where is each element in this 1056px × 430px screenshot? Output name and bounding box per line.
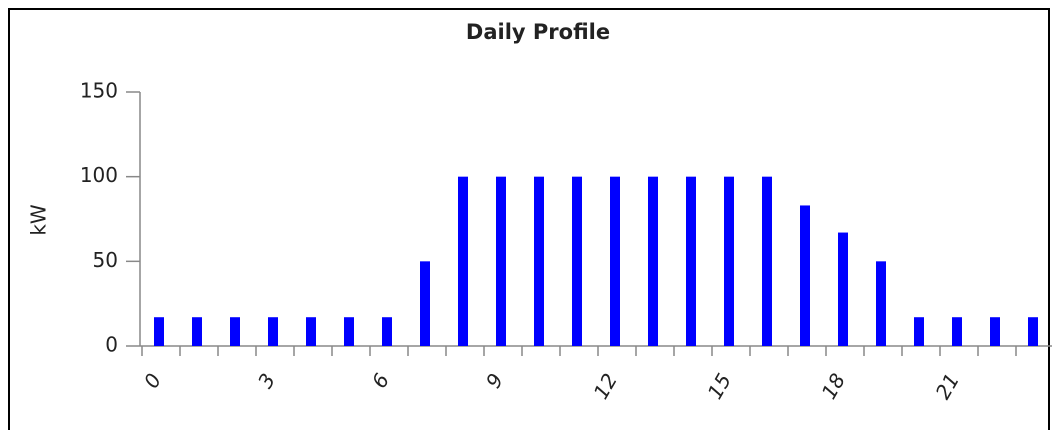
bar [268,317,278,346]
bar [306,317,316,346]
bar [648,176,658,346]
bar [1028,317,1038,346]
x-tick-label: 18 [817,369,851,403]
y-tick-label: 150 [80,79,118,103]
chart-title: Daily Profile [466,20,610,44]
bar [496,176,506,346]
bar [382,317,392,346]
y-tick-label: 100 [80,163,118,187]
y-axis-label: kW [27,204,51,236]
x-tick-label: 9 [481,369,508,392]
bar [762,176,772,346]
bar [914,317,924,346]
bar [876,261,886,346]
bar [534,176,544,346]
x-tick-label: 21 [931,369,965,403]
frame [8,8,1050,430]
bar [610,176,620,346]
bar [838,232,848,346]
x-tick-label: 15 [703,369,737,403]
bar [420,261,430,346]
bar [952,317,962,346]
bar [990,317,1000,346]
bar [192,317,202,346]
bar [572,176,582,346]
bar [230,317,240,346]
bar [458,176,468,346]
bar [724,176,734,346]
bar [154,317,164,346]
x-tick-label: 12 [589,369,623,403]
x-tick-label: 0 [139,369,166,392]
x-tick-label: 6 [367,369,394,392]
y-tick-label: 50 [93,248,118,272]
bar [800,205,810,346]
x-tick-label: 3 [253,369,280,392]
bar [344,317,354,346]
y-tick-label: 0 [105,333,118,357]
bar [686,176,696,346]
